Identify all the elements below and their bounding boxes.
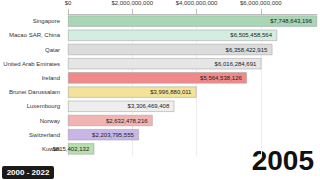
svg-text:2000 - 2022: 2000 - 2022: [7, 168, 50, 177]
svg-text:$6,016,284,691: $6,016,284,691: [215, 61, 257, 67]
svg-text:$3,306,469,408: $3,306,469,408: [128, 103, 170, 109]
svg-text:$7,748,643,196: $7,748,643,196: [270, 18, 312, 24]
svg-text:Brunei Darussalam: Brunei Darussalam: [9, 89, 60, 95]
svg-text:$3,996,880,011: $3,996,880,011: [150, 89, 192, 95]
svg-text:$4,000,000,000: $4,000,000,000: [176, 0, 218, 6]
svg-text:$815,402,132: $815,402,132: [53, 146, 90, 152]
svg-text:Kuwait: Kuwait: [42, 145, 60, 152]
svg-text:$2,000,000,000: $2,000,000,000: [111, 0, 153, 6]
svg-text:$0: $0: [65, 0, 72, 6]
svg-text:Singapore: Singapore: [33, 18, 61, 24]
svg-text:$2,203,795,555: $2,203,795,555: [92, 132, 134, 138]
svg-text:Ireland: Ireland: [42, 75, 60, 81]
svg-text:$2,632,478,216: $2,632,478,216: [106, 118, 148, 124]
svg-text:United Arab Emirates: United Arab Emirates: [3, 61, 60, 67]
svg-text:Switzerland: Switzerland: [29, 132, 60, 138]
svg-text:$6,505,458,564: $6,505,458,564: [230, 32, 272, 38]
svg-text:Luxembourg: Luxembourg: [27, 103, 60, 109]
svg-text:2005: 2005: [251, 144, 314, 176]
svg-text:Macao SAR, China: Macao SAR, China: [9, 32, 61, 38]
svg-text:Norway: Norway: [40, 118, 60, 124]
svg-text:$6,358,422,915: $6,358,422,915: [226, 47, 268, 53]
svg-text:$6,000,000,000: $6,000,000,000: [240, 0, 282, 6]
svg-text:$5,564,538,126: $5,564,538,126: [200, 75, 242, 81]
svg-text:Qatar: Qatar: [45, 47, 60, 53]
